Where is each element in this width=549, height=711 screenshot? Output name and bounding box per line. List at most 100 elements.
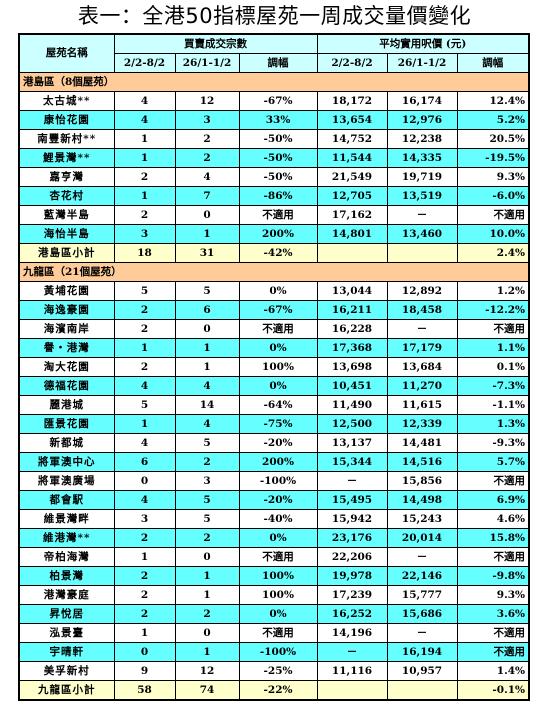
volume-period2: 0 bbox=[174, 547, 240, 567]
estate-name: 杏花村 bbox=[18, 186, 115, 206]
table-row: 港灣豪庭 2 1 100% 17,239 15,777 9.3% bbox=[18, 585, 530, 605]
table-row: 宇晴軒 0 1 -100% － 16,194 不適用 bbox=[18, 642, 530, 662]
volume-change: -25% bbox=[238, 661, 318, 681]
volume-period2: 4 bbox=[174, 376, 240, 396]
price-period2: 19,719 bbox=[386, 167, 458, 187]
estate-name: 維港灣** bbox=[18, 528, 115, 548]
price-period2: － bbox=[386, 547, 458, 567]
volume-period1: 4 bbox=[113, 91, 176, 111]
volume-period1: 2 bbox=[113, 205, 176, 225]
price-change: 不適用 bbox=[456, 547, 530, 567]
estate-name: 嘉亨灣 bbox=[18, 167, 115, 187]
volume-period2: 6 bbox=[174, 300, 240, 320]
price-change: 1.1% bbox=[456, 338, 530, 358]
price-period1: 15,495 bbox=[316, 490, 388, 510]
table-row: 太古城** 4 12 -67% 18,172 16,174 12.4% bbox=[18, 91, 530, 111]
volume-period2: 5 bbox=[174, 281, 240, 301]
volume-change: -86% bbox=[238, 186, 318, 206]
price-period2: 15,777 bbox=[386, 585, 458, 605]
volume-period1: 1 bbox=[113, 623, 176, 643]
volume-period2: 7 bbox=[174, 186, 240, 206]
volume-change: -20% bbox=[238, 490, 318, 510]
price-change: 9.3% bbox=[456, 167, 530, 187]
volume-period1: 1 bbox=[113, 129, 176, 149]
price-period2: 13,684 bbox=[386, 357, 458, 377]
estate-name: 南豐新村** bbox=[18, 129, 115, 149]
estate-name: 海逸豪園 bbox=[18, 300, 115, 320]
price-period1: 10,451 bbox=[316, 376, 388, 396]
volume-change: -64% bbox=[238, 395, 318, 415]
price-change: -6.0% bbox=[456, 186, 530, 206]
price-change: 0.1% bbox=[456, 357, 530, 377]
volume-period2: 12 bbox=[174, 661, 240, 681]
price-change: 5.2% bbox=[456, 110, 530, 130]
estate-name: 維景灣畔 bbox=[18, 509, 115, 529]
price-period2: 13,519 bbox=[386, 186, 458, 206]
price-period2: 17,179 bbox=[386, 338, 458, 358]
price-change: 3.6% bbox=[456, 604, 530, 624]
price-period1: 21,549 bbox=[316, 167, 388, 187]
header-row-2: 2/2-8/2 26/1-1/2 調幅 2/2-8/2 26/1-1/2 調幅 bbox=[19, 53, 530, 73]
estate-name: 海怡半島 bbox=[18, 224, 115, 244]
estate-name: 九龍區小計 bbox=[18, 680, 115, 701]
table-row: 美孚新村 9 12 -25% 11,116 10,957 1.4% bbox=[18, 661, 530, 681]
price-change: -1.1% bbox=[456, 395, 530, 415]
volume-change: 100% bbox=[238, 585, 318, 605]
volume-change: 0% bbox=[238, 528, 318, 548]
volume-change: -50% bbox=[238, 148, 318, 168]
price-change: 不適用 bbox=[456, 471, 530, 491]
volume-period2: 31 bbox=[174, 243, 240, 263]
price-period2: 10,957 bbox=[386, 661, 458, 681]
volume-period2: 0 bbox=[174, 205, 240, 225]
price-period1: 15,942 bbox=[316, 509, 388, 529]
subtotal-row: 港島區小計 18 31 -42% 2.4% bbox=[18, 243, 530, 263]
price-change: 12.4% bbox=[456, 91, 530, 111]
price-period1: 16,228 bbox=[316, 319, 388, 339]
price-change: 20.5% bbox=[456, 129, 530, 149]
table-row: 匯景花園 1 4 -75% 12,500 12,339 1.3% bbox=[18, 414, 530, 434]
price-period1: 13,698 bbox=[316, 357, 388, 377]
header-price-group: 平均實用呎價 (元) bbox=[316, 33, 530, 54]
price-period1: 13,044 bbox=[316, 281, 388, 301]
table-body: 港島區（8個屋苑） 太古城** 4 12 -67% 18,172 16,174 12.4% 康怡… bbox=[18, 72, 530, 701]
estate-name: 匯景花園 bbox=[18, 414, 115, 434]
volume-period1: 4 bbox=[113, 376, 176, 396]
header-volume-change: 調幅 bbox=[238, 53, 318, 73]
price-change: 15.8% bbox=[456, 528, 530, 548]
table-row: 嘉亨灣 2 4 -50% 21,549 19,719 9.3% bbox=[18, 167, 530, 187]
volume-period1: 6 bbox=[113, 452, 176, 472]
price-period2: 14,498 bbox=[386, 490, 458, 510]
table-row: 淘大花園 2 1 100% 13,698 13,684 0.1% bbox=[18, 357, 530, 377]
price-period2: 14,335 bbox=[386, 148, 458, 168]
estate-name: 港島區小計 bbox=[18, 243, 115, 263]
price-change: -0.1% bbox=[456, 680, 530, 701]
table-row: 柏景灣 2 1 100% 19,978 22,146 -9.8% bbox=[18, 566, 530, 586]
price-period2: － bbox=[386, 205, 458, 225]
volume-change: 0% bbox=[238, 604, 318, 624]
price-period1: 23,176 bbox=[316, 528, 388, 548]
table-row: 康怡花園 4 3 33% 13,654 12,976 5.2% bbox=[18, 110, 530, 130]
estate-name: 淘大花園 bbox=[18, 357, 115, 377]
volume-period1: 2 bbox=[113, 585, 176, 605]
estate-name: 宇晴軒 bbox=[18, 642, 115, 662]
price-period1: 16,252 bbox=[316, 604, 388, 624]
estate-name: 港灣豪庭 bbox=[18, 585, 115, 605]
volume-change: -100% bbox=[238, 471, 318, 491]
table-row: 新都城 4 5 -20% 13,137 14,481 -9.3% bbox=[18, 433, 530, 453]
volume-period2: 14 bbox=[174, 395, 240, 415]
price-period1: 12,705 bbox=[316, 186, 388, 206]
price-period2: 20,014 bbox=[386, 528, 458, 548]
price-period2: － bbox=[386, 319, 458, 339]
estate-name: 海濱南岸 bbox=[18, 319, 115, 339]
table-row: 維港灣** 2 2 0% 23,176 20,014 15.8% bbox=[18, 528, 530, 548]
price-period2 bbox=[386, 243, 458, 263]
price-period1: 18,172 bbox=[316, 91, 388, 111]
price-period1: 15,344 bbox=[316, 452, 388, 472]
estate-name: 都會駅 bbox=[18, 490, 115, 510]
volume-period1: 2 bbox=[113, 300, 176, 320]
price-period2: 22,146 bbox=[386, 566, 458, 586]
volume-change: -75% bbox=[238, 414, 318, 434]
price-period1: 14,752 bbox=[316, 129, 388, 149]
volume-change: -40% bbox=[238, 509, 318, 529]
volume-change: 33% bbox=[238, 110, 318, 130]
